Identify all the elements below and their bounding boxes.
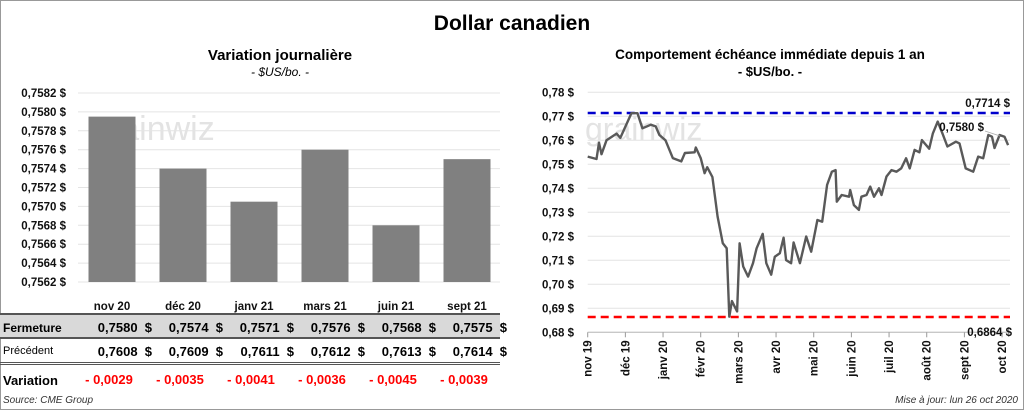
- line-y-tick-label: 0,74 $: [542, 183, 575, 195]
- cell-fermeture: 0,7568 $: [381, 320, 436, 335]
- bar-0: [88, 116, 136, 282]
- line-y-tick-label: 0,78 $: [542, 87, 575, 99]
- bar-y-tick-label: 0,7562 $: [21, 277, 66, 289]
- row-label-precedent: Précédent: [3, 345, 54, 357]
- bar-y-tick-label: 0,7564 $: [21, 258, 66, 270]
- row-variation: Variation - 0,0029 - 0,0035 - 0,0041 - 0,00…: [0, 367, 500, 393]
- last-label-leader: [984, 130, 1001, 137]
- line-y-tick-label: 0,75 $: [542, 159, 575, 171]
- bar-category-label: déc 20: [165, 301, 201, 313]
- bar-category-label: sept 21: [447, 301, 487, 313]
- line-y-tick-label: 0,71 $: [542, 255, 575, 267]
- line-chart-title: Comportement échéance immédiate depuis 1…: [615, 47, 925, 62]
- cell-precedent: 0,7611 $: [240, 344, 295, 359]
- bar-3: [301, 149, 349, 282]
- line-y-tick-label: 0,76 $: [542, 135, 575, 147]
- source-note: Source: CME Group: [3, 395, 94, 406]
- bar-y-tick-label: 0,7566 $: [21, 239, 66, 251]
- row-label-fermeture: Fermeture: [3, 321, 62, 335]
- bar-y-tick-label: 0,7582 $: [21, 88, 66, 100]
- line-y-tick-label: 0,73 $: [542, 207, 575, 219]
- cell-variation: - 0,0045: [369, 372, 417, 387]
- line-x-tick-label: oct 20: [997, 340, 1009, 373]
- line-x-tick-label: déc 19: [620, 340, 632, 376]
- cell-variation: - 0,0041: [227, 372, 275, 387]
- cell-fermeture: 0,7571 $: [239, 320, 294, 335]
- high-value-label: 0,7714 $: [965, 98, 1010, 110]
- line-y-tick-label: 0,69 $: [542, 303, 575, 315]
- bar-1: [159, 168, 207, 282]
- line-x-tick-label: mai 20: [809, 340, 821, 376]
- line-x-tick-label: janv 20: [658, 340, 670, 380]
- bar-y-tick-label: 0,7570 $: [21, 201, 66, 213]
- bar-y-tick-label: 0,7578 $: [21, 126, 66, 138]
- line-y-tick-label: 0,72 $: [542, 231, 575, 243]
- main-title: Dollar canadien: [433, 12, 591, 35]
- bar-category-label: mars 21: [303, 301, 347, 313]
- cell-variation: - 0,0029: [85, 372, 133, 387]
- line-x-tick-label: sept 20: [959, 340, 971, 380]
- line-y-tick-label: 0,70 $: [542, 279, 575, 291]
- line-chart-subtitle: - $US/bo. -: [737, 64, 803, 79]
- bar-4: [372, 225, 420, 282]
- cell-precedent: 0,7608 $: [97, 344, 152, 359]
- cell-precedent: 0,7614 $: [452, 344, 507, 359]
- line-x-tick-label: févr 20: [696, 340, 708, 377]
- cell-fermeture: 0,7574 $: [168, 320, 223, 335]
- update-note: Mise à jour: lun 26 oct 2020: [895, 395, 1018, 406]
- cell-precedent: 0,7609 $: [168, 344, 223, 359]
- bar-5: [443, 159, 491, 282]
- cell-precedent: 0,7612 $: [310, 344, 365, 359]
- row-precedent: Précédent 0,7608 $ 0,7609 $ 0,7611 $ 0,7612…: [0, 339, 507, 365]
- cell-precedent: 0,7613 $: [381, 344, 436, 359]
- bar-chart-title: Variation journalière: [207, 47, 353, 64]
- line-y-tick-label: 0,68 $: [542, 327, 575, 339]
- row-label-variation: Variation: [3, 373, 58, 388]
- bar-y-tick-label: 0,7580 $: [21, 107, 66, 119]
- bar-2: [230, 201, 278, 282]
- line-x-tick-label: juin 20: [846, 340, 858, 377]
- bar-category-label: nov 20: [94, 301, 130, 313]
- cell-variation: - 0,0036: [298, 372, 346, 387]
- cell-fermeture: 0,7575 $: [452, 320, 507, 335]
- row-fermeture: Fermeture 0,7580 $ 0,7574 $ 0,7571 $ 0,7576…: [0, 313, 507, 339]
- cell-fermeture: 0,7576 $: [310, 320, 365, 335]
- bar-category-label: juin 21: [377, 301, 415, 313]
- line-y-tick-label: 0,77 $: [542, 111, 575, 123]
- line-x-tick-label: avr 20: [771, 340, 783, 373]
- bar-y-tick-label: 0,7572 $: [21, 183, 66, 195]
- price-line: [587, 112, 1010, 318]
- bar-y-tick-label: 0,7568 $: [21, 220, 66, 232]
- bar-y-tick-label: 0,7576 $: [21, 145, 66, 157]
- line-x-tick-label: août 20: [922, 340, 934, 380]
- bar-y-tick-label: 0,7574 $: [21, 164, 66, 176]
- line-x-tick-label: mars 20: [733, 340, 745, 383]
- line-x-tick-label: nov 19: [583, 340, 595, 376]
- low-value-label: 0,6864 $: [967, 327, 1012, 339]
- bar-category-label: janv 21: [234, 301, 275, 313]
- last-value-label: 0,7580 $: [939, 122, 984, 134]
- cell-variation: - 0,0035: [156, 372, 204, 387]
- cell-variation: - 0,0039: [440, 372, 488, 387]
- bar-chart-subtitle: - $US/bo. -: [250, 65, 310, 79]
- cell-fermeture: 0,7580 $: [97, 320, 152, 335]
- line-x-tick-label: juil 20: [884, 340, 896, 374]
